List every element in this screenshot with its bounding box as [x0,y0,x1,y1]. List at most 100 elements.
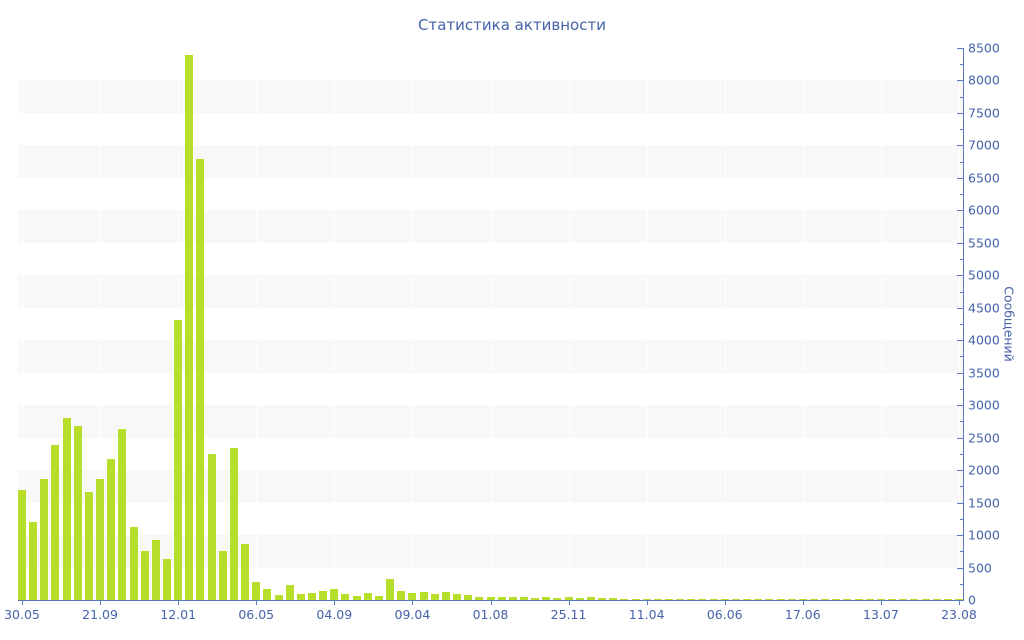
bar [84,492,93,600]
y-major-tick [957,210,963,212]
x-tick [22,601,23,605]
y-tick-label: 1000 [968,527,1000,543]
bar [397,591,406,600]
grid-vline [802,48,804,600]
bar [319,591,328,600]
y-tick-label: 4500 [968,300,1000,316]
y-minor-tick [960,64,963,66]
x-tick-label: 17.06 [784,607,821,622]
bar [430,594,439,600]
x-tick [412,601,414,605]
bar [408,593,417,600]
x-tick [256,601,258,605]
y-major-tick [957,112,963,114]
y-tick-label: 8500 [968,40,1000,56]
bar [888,599,897,600]
bar [285,585,294,600]
y-minor-tick [960,388,963,390]
chart-title: Статистика активности [418,16,606,34]
y-minor-tick [960,291,963,293]
x-tick [880,601,882,605]
bar [51,445,60,600]
bar [374,596,383,600]
y-major-tick [957,600,963,601]
bar [464,595,473,600]
y-minor-tick [960,551,963,553]
y-major-tick [957,80,963,82]
y-major-tick [957,502,963,504]
bar [497,597,506,600]
bar [308,593,317,600]
bar [664,599,673,600]
grid-vline [412,48,414,600]
y-major-tick [957,372,963,374]
y-tick-label: 0 [968,592,976,608]
y-minor-tick [960,421,963,423]
grid-vline [490,48,492,600]
bar [832,599,841,600]
y-minor-tick [960,324,963,325]
bar [698,599,707,600]
y-tick-label: 2500 [968,430,1000,446]
x-tick-label: 21.09 [82,607,118,622]
y-major-tick [957,275,963,277]
x-tick [646,601,648,605]
bar [40,479,49,600]
bar [18,490,26,600]
y-tick-label: 1500 [968,495,1000,511]
y-major-tick [957,242,963,244]
x-tick [802,601,804,605]
y-axis-title: Сообщений [1001,286,1017,362]
grid-vline [256,48,258,600]
x-tick [334,601,336,605]
x-tick-label: 12.01 [160,607,197,622]
bar [910,599,919,600]
y-tick-label: 500 [968,560,992,576]
y-minor-tick [960,161,963,163]
y-tick-label: 5500 [968,235,1000,251]
y-major-tick [957,307,963,309]
bar [609,598,618,600]
bar [687,599,696,600]
bar [553,598,562,600]
y-minor-tick [960,453,963,455]
bar [776,599,785,600]
bar [475,597,484,600]
y-major-tick [957,405,963,407]
bar [419,592,428,600]
y-major-tick [957,340,963,342]
x-tick-label: 25.11 [550,607,587,622]
x-tick-label: 30.05 [4,607,40,622]
x-tick-label: 09.04 [394,607,431,622]
bar [932,599,941,600]
y-minor-tick [960,518,963,520]
grid-vline [22,48,23,600]
x-tick-label: 01.08 [472,607,509,622]
x-tick [178,601,180,605]
y-major-tick [957,535,963,537]
y-minor-tick [960,96,963,98]
y-major-tick [957,567,963,569]
y-tick-label: 2000 [968,462,1000,478]
bar [207,454,216,600]
bar [754,599,763,600]
bar [363,593,372,600]
x-tick-label: 06.05 [238,607,275,622]
bar [720,599,729,600]
grid-vline [880,48,882,600]
bar [352,596,361,600]
bar [151,540,160,600]
y-axis-line [963,48,964,601]
bar [296,594,305,600]
bar [386,579,395,600]
bar [73,426,82,600]
bar [787,599,796,600]
bar [865,599,874,600]
grid-vline [334,48,336,600]
bar [642,599,651,600]
y-major-tick [957,145,963,147]
bar [241,544,250,600]
y-major-tick [957,48,963,49]
bar [107,459,116,600]
x-tick [959,601,960,605]
